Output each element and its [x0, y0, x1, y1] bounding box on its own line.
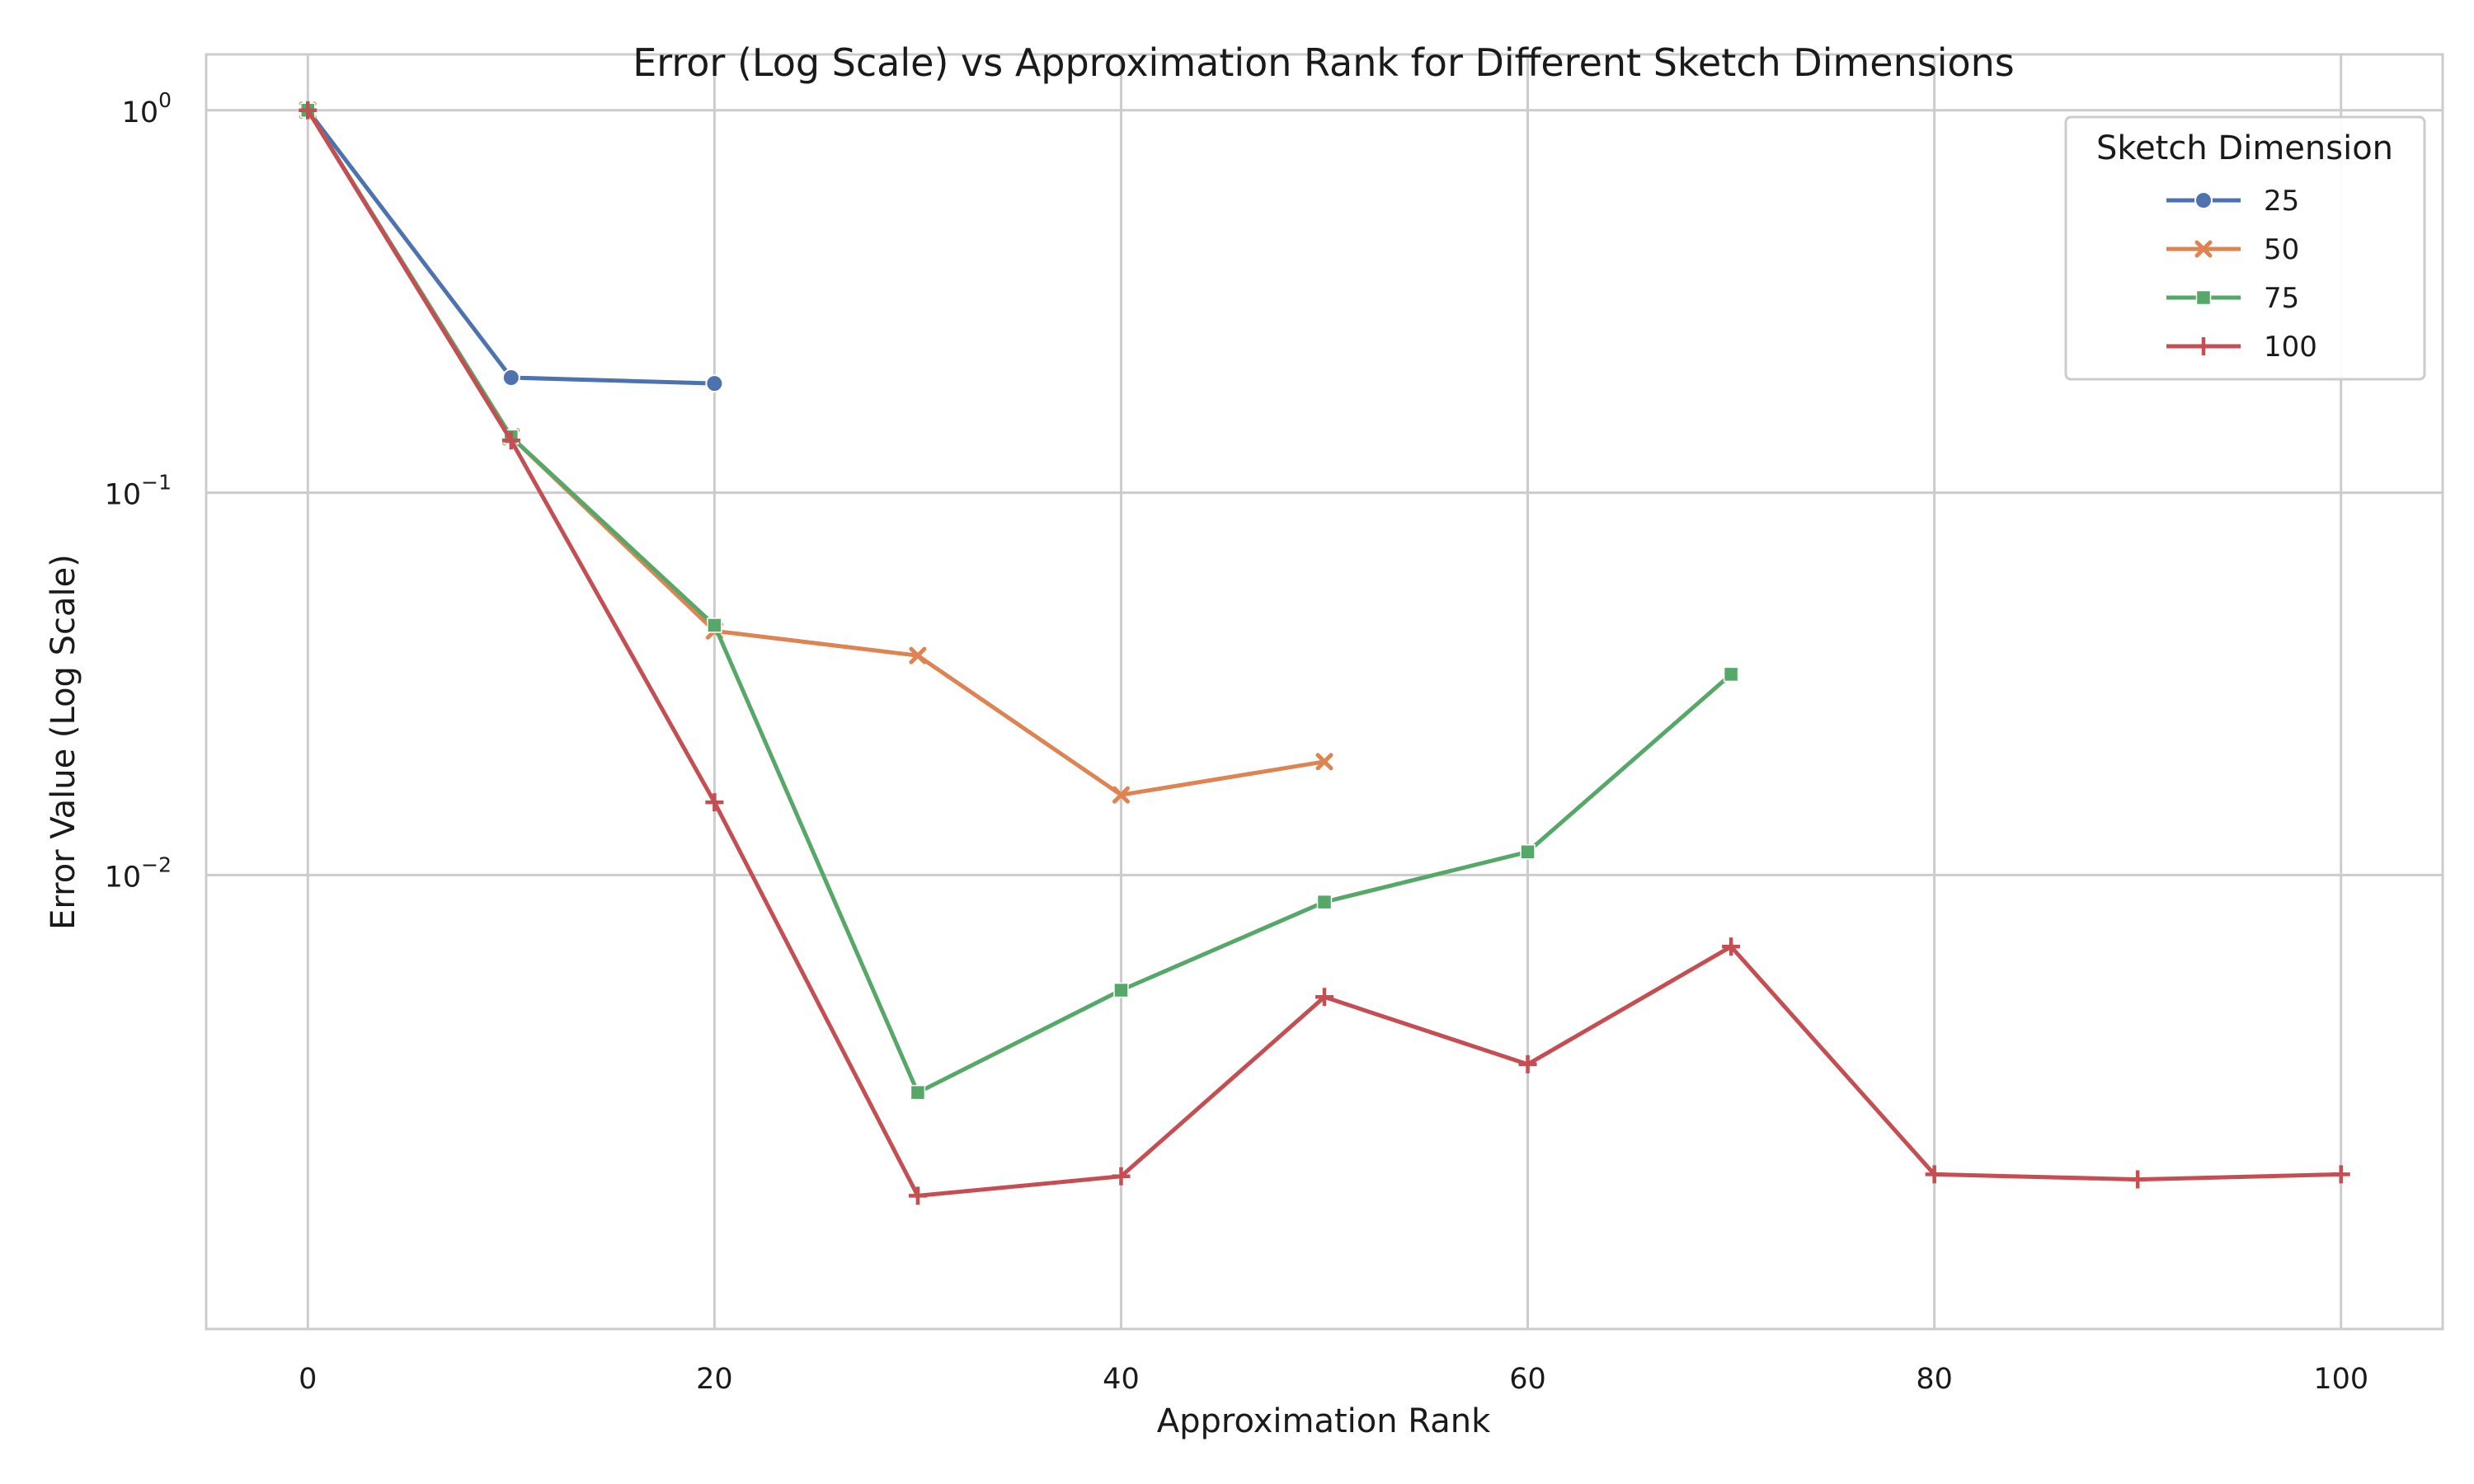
marker-plus	[501, 431, 520, 450]
y-tick-base: 10	[122, 96, 159, 129]
y-tick-label: 10−2	[105, 852, 172, 894]
legend-label: 25	[2264, 185, 2299, 218]
marker-x	[1112, 786, 1130, 804]
marker-plus	[1925, 1165, 1944, 1184]
y-axis-label: Error Value (Log Scale)	[45, 554, 82, 930]
marker-x	[909, 646, 927, 665]
marker-plus	[2331, 1165, 2350, 1184]
marker-plus	[908, 1186, 927, 1205]
marker-plus	[299, 101, 317, 120]
x-tick-label: 40	[1103, 1363, 1140, 1396]
grid	[206, 54, 2443, 1329]
x-tick-label: 80	[1916, 1363, 1953, 1396]
marker-x	[2194, 240, 2213, 258]
legend-box	[2064, 115, 2426, 381]
marker-plus	[1315, 988, 1333, 1007]
y-tick-base: 10	[105, 861, 142, 894]
marker-plus	[2128, 1170, 2147, 1189]
x-tick-label: 0	[299, 1363, 317, 1396]
x-tick-label: 100	[2313, 1363, 2368, 1396]
legend-label: 75	[2264, 282, 2299, 315]
marker-square	[2195, 289, 2212, 306]
y-tick-exponent: 0	[158, 88, 172, 112]
marker-circle	[2194, 191, 2213, 209]
marker-plus	[1112, 1167, 1131, 1186]
legend: Sketch Dimension 25 50 75 100	[2064, 115, 2426, 381]
marker-x	[1315, 753, 1333, 771]
marker-square	[1723, 666, 1739, 683]
marker-circle	[501, 368, 520, 387]
legend-entry-100: 100	[2166, 331, 2317, 364]
marker-plus	[2194, 337, 2213, 355]
legend-entries: 25 50 75 100	[2166, 185, 2317, 364]
series-line-75	[305, 108, 1733, 1095]
legend-label: 100	[2264, 331, 2317, 364]
marker-plus	[705, 793, 724, 812]
legend-entry-25: 25	[2166, 185, 2299, 218]
marker-square	[1520, 844, 1536, 860]
y-tick-base: 10	[105, 479, 142, 512]
marker-square	[1113, 982, 1129, 998]
series-layer	[299, 101, 2350, 1205]
marker-circle	[705, 374, 724, 393]
legend-entry-75: 75	[2166, 282, 2299, 315]
legend-title: Sketch Dimension	[2096, 129, 2393, 167]
plot-frame	[205, 53, 2444, 1331]
y-tick-exponent: −2	[141, 852, 172, 876]
y-tick-label: 100	[122, 88, 172, 129]
chart-title: Error (Log Scale) vs Approximation Rank …	[633, 40, 2015, 85]
series-100	[299, 101, 2350, 1205]
x-axis-label: Approximation Rank	[1157, 1402, 1491, 1440]
x-tick-label: 20	[696, 1363, 733, 1396]
y-tick-exponent: −1	[141, 471, 172, 495]
marker-plus	[1722, 937, 1741, 956]
marker-square	[1316, 894, 1333, 910]
y-tick-label: 10−1	[105, 471, 172, 512]
legend-label: 50	[2264, 233, 2299, 266]
marker-square	[910, 1084, 926, 1101]
legend-entry-50: 50	[2166, 233, 2299, 266]
x-tick-label: 60	[1509, 1363, 1546, 1396]
marker-square	[707, 618, 722, 633]
marker-plus	[1518, 1054, 1537, 1073]
